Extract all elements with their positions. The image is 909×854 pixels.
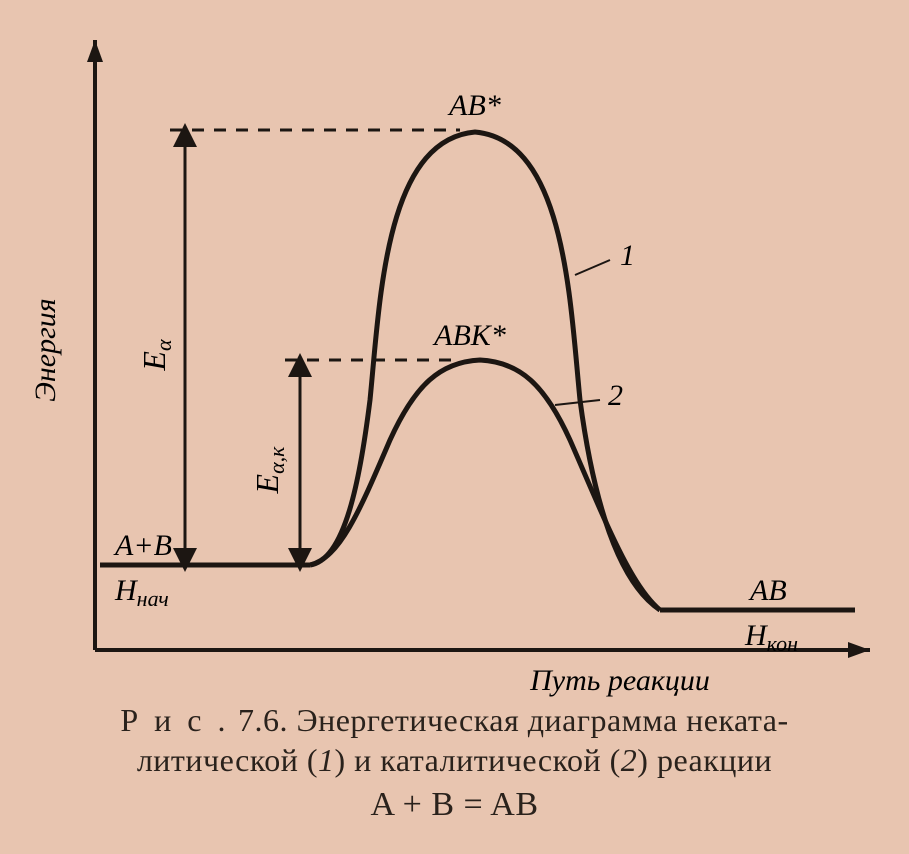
caption-text-1: Энергетическая диаграмма неката-	[296, 702, 788, 738]
caption-text-2a: литической (	[137, 742, 318, 778]
caption-id1: 1	[318, 742, 335, 778]
caption-id2: 2	[621, 742, 638, 778]
y-axis-label: Энергия	[29, 298, 62, 402]
figure-page: Энергия Путь реакции Eα Eα,к AB* ABK* 1 …	[0, 0, 909, 854]
leader-1	[575, 260, 610, 275]
caption-text-2b: ) и каталитической (	[335, 742, 621, 778]
curve1-id: 1	[620, 239, 635, 272]
caption-num: 7.6.	[238, 702, 288, 738]
leader-2	[555, 400, 600, 405]
energy-diagram: Энергия Путь реакции Eα Eα,к AB* ABK* 1 …	[0, 0, 909, 700]
curve-noncatalytic	[310, 132, 660, 610]
curve2-id: 2	[608, 379, 623, 412]
peak1-label: AB*	[447, 89, 501, 122]
product-label: AB	[748, 574, 787, 607]
caption-lead: Р и с .	[120, 702, 229, 738]
x-axis-label: Путь реакции	[529, 664, 710, 697]
caption-text-2c: ) реакции	[637, 742, 772, 778]
y-axis-arrowhead	[87, 40, 103, 62]
reactants-label: A+B	[113, 529, 172, 562]
peak2-label: ABK*	[432, 319, 506, 352]
label-Eak: Eα,к	[249, 446, 289, 495]
x-axis-arrowhead	[848, 642, 870, 658]
caption-equation: A + B = AB	[20, 784, 889, 827]
label-Ea: Eα	[136, 339, 176, 372]
figure-caption: Р и с . 7.6. Энергетическая диаграмма не…	[20, 700, 889, 827]
H-start-label: Hнач	[114, 574, 169, 611]
H-end-label: Hкон	[744, 619, 798, 656]
